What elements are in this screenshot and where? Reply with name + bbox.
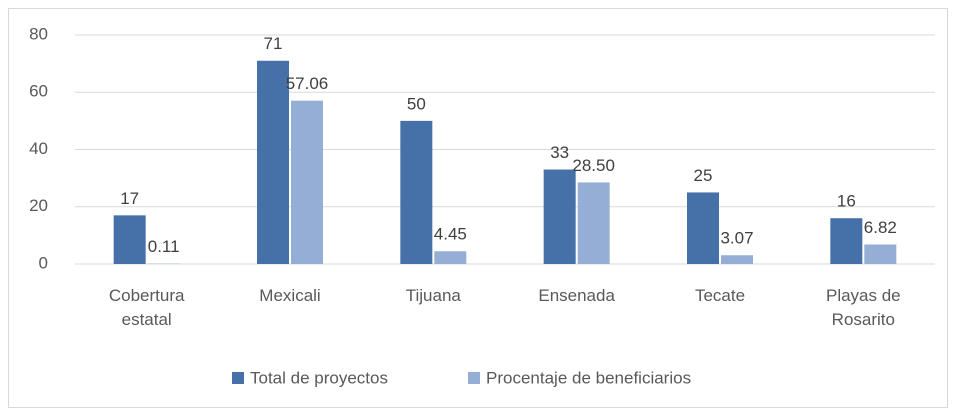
legend-label: Procentaje de beneficiarios: [486, 368, 691, 387]
bar: [113, 215, 146, 264]
bar: [687, 192, 719, 264]
data-label: 71: [264, 34, 283, 53]
y-tick-label: 40: [29, 139, 48, 158]
data-label: 50: [407, 94, 426, 113]
bar: [400, 120, 433, 264]
chart-border: [8, 8, 948, 408]
y-tick-label: 80: [29, 24, 48, 43]
y-tick-label: 60: [29, 82, 48, 101]
x-tick-label: Tecate: [694, 286, 746, 305]
bar: [830, 218, 863, 264]
bar: [577, 182, 610, 264]
data-label: 28.50: [572, 156, 615, 175]
x-tick-label: Ensenada: [538, 286, 615, 305]
bar: [257, 60, 289, 265]
bar: [434, 251, 467, 264]
data-label: 57.06: [286, 74, 329, 93]
x-tick-label: Playas de Rosarito: [825, 286, 901, 329]
data-label: 16: [837, 192, 856, 211]
bar: [864, 244, 897, 264]
data-label: 25: [694, 166, 713, 185]
x-tick-label: Tijuana: [405, 286, 461, 305]
legend-swatch: [232, 372, 244, 384]
bar: [543, 169, 576, 264]
x-tick-label: Cobertura estatal: [108, 286, 185, 329]
data-label: 4.45: [434, 225, 467, 244]
x-tick-label: Mexicali: [259, 286, 321, 305]
bar: [721, 255, 753, 264]
bar: [291, 100, 323, 265]
data-label: 33: [550, 143, 569, 162]
data-label: 3.07: [720, 229, 753, 248]
data-label: 0.11: [148, 237, 180, 256]
legend-swatch: [468, 372, 480, 384]
y-tick-label: 20: [29, 196, 48, 215]
legend-label: Total de proyectos: [250, 368, 388, 387]
data-label: 17: [120, 189, 139, 208]
data-label: 6.82: [864, 218, 897, 237]
y-tick-label: 0: [39, 253, 48, 272]
